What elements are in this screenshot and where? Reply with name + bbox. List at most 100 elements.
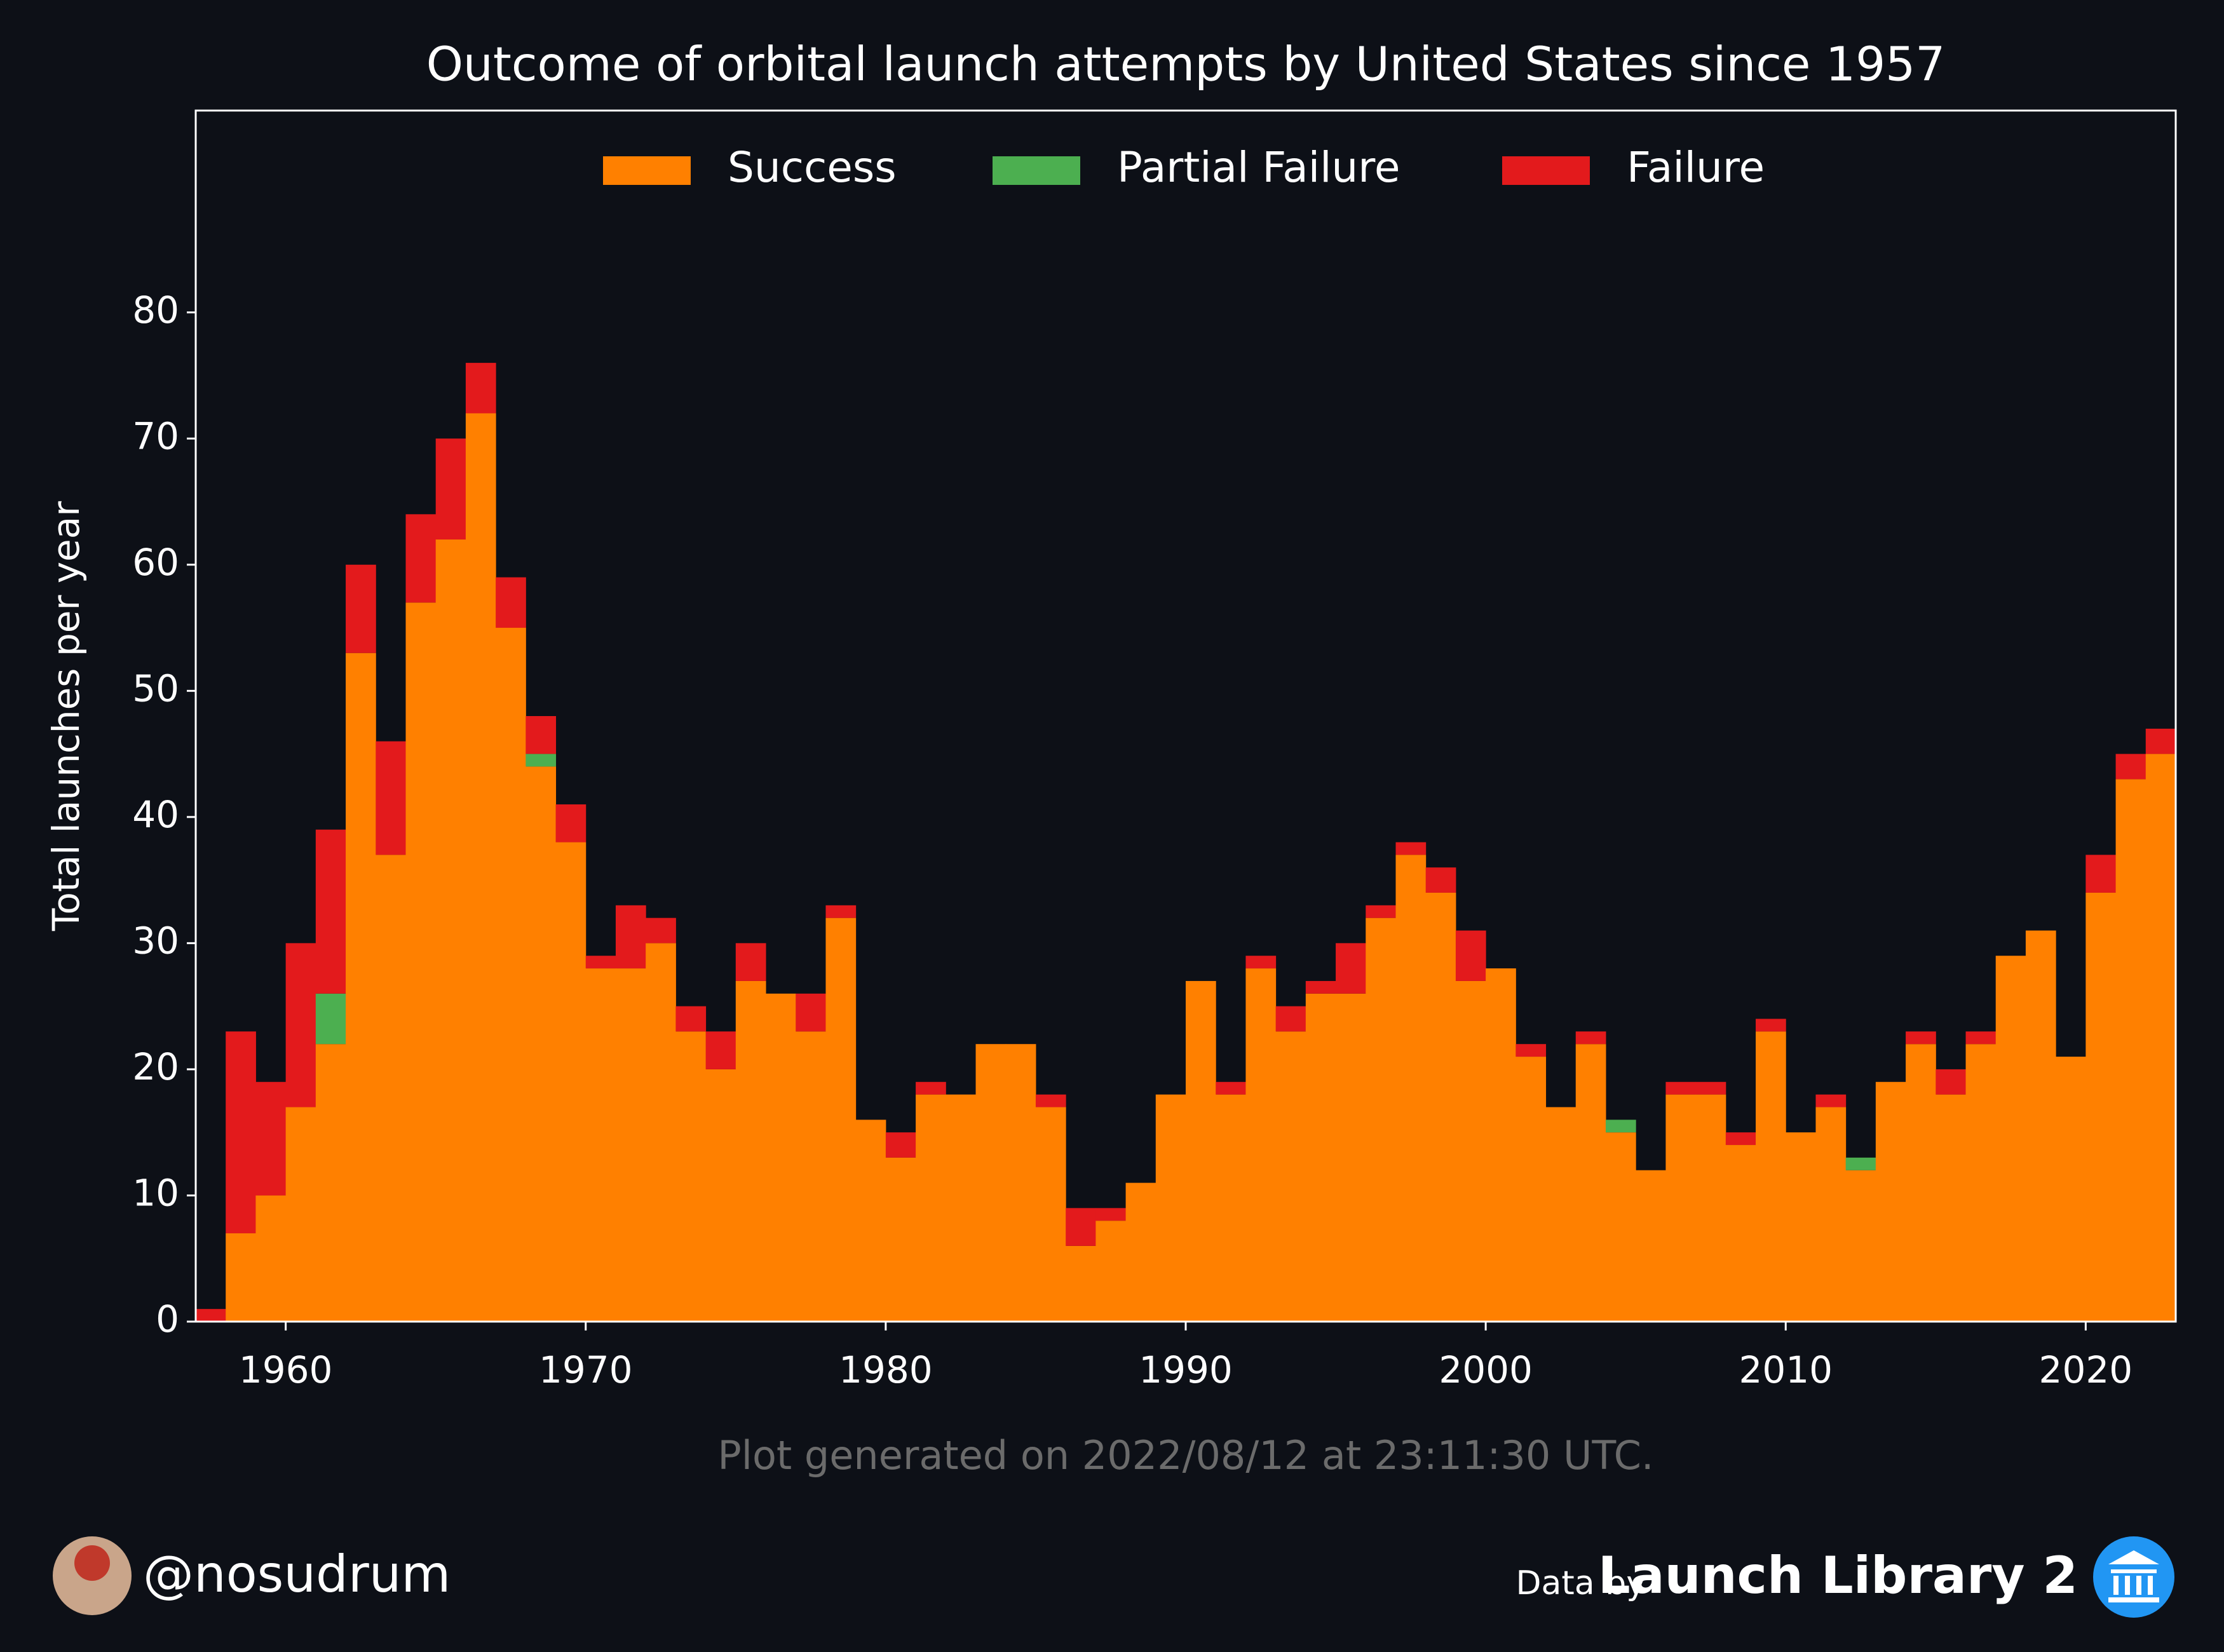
bar-segment	[315, 829, 346, 994]
bar-segment	[1275, 1031, 1306, 1322]
bar-segment	[646, 943, 676, 1322]
x-tick-label: 2000	[1439, 1348, 1533, 1391]
bar-segment	[255, 1195, 287, 1322]
bar-segment	[2056, 1057, 2086, 1322]
bar-segment	[1305, 993, 1336, 1322]
y-tick-label: 70	[132, 414, 179, 457]
y-tick-label: 10	[132, 1172, 179, 1215]
bar-segment	[1035, 1094, 1066, 1107]
bar-segment	[1845, 1170, 1876, 1322]
bar-segment	[1575, 1031, 1606, 1045]
bar-segment	[1695, 1094, 1726, 1322]
bar-segment	[675, 1031, 707, 1322]
x-tick-label: 2020	[2039, 1348, 2133, 1391]
y-tick-label: 20	[132, 1045, 179, 1088]
bar-segment	[2145, 754, 2176, 1322]
bar-segment	[585, 968, 616, 1322]
bar-segment	[1965, 1044, 1997, 1322]
bar-segment	[555, 842, 587, 1322]
bar-segment	[1906, 1031, 1936, 1045]
bar-segment	[1245, 968, 1277, 1322]
bar-segment	[226, 1233, 256, 1322]
bar-segment	[2115, 754, 2146, 780]
bar-segment	[766, 993, 796, 1322]
legend-swatch	[603, 156, 691, 185]
bar-segment	[376, 741, 406, 855]
legend-label: Failure	[1627, 143, 1765, 192]
bar-segment	[675, 1006, 707, 1032]
bar-segment	[1455, 980, 1486, 1322]
legend-swatch	[993, 156, 1080, 185]
bar-segment	[1425, 867, 1456, 893]
bar-segment	[435, 539, 466, 1322]
bar-segment	[285, 943, 316, 1107]
bar-segment	[646, 917, 676, 944]
bar-segment	[1575, 1044, 1606, 1322]
legend-swatch	[1502, 156, 1590, 185]
y-tick-label: 0	[156, 1297, 179, 1341]
bar-segment	[1936, 1094, 1967, 1322]
bar-segment	[1756, 1031, 1786, 1322]
bar-segment	[405, 602, 437, 1322]
bar-segment	[435, 438, 466, 540]
bar-segment	[525, 716, 557, 754]
bar-segment	[1216, 1081, 1246, 1095]
bar-segment	[1545, 1107, 1576, 1322]
bar-segment	[1995, 956, 2026, 1322]
bar-segment	[346, 564, 376, 653]
bar-segment	[885, 1157, 916, 1322]
bar-segment	[555, 804, 587, 843]
bar-segment	[2145, 728, 2176, 754]
y-tick-label: 40	[132, 793, 179, 836]
x-tick-label: 2010	[1739, 1348, 1833, 1391]
bar-segment	[735, 980, 766, 1322]
bar-segment	[1425, 892, 1456, 1322]
bar-segment	[405, 514, 437, 603]
bar-segment	[946, 1094, 977, 1322]
bar-segment	[1216, 1094, 1246, 1322]
bar-segment	[916, 1081, 946, 1095]
bar-segment	[1936, 1069, 1967, 1095]
bar-segment	[1725, 1145, 1756, 1322]
source: Launch Library 2	[1598, 1546, 2078, 1605]
bar-segment	[376, 855, 406, 1322]
bar-segment	[1395, 842, 1427, 855]
bar-segment	[796, 993, 826, 1032]
bar-segment	[1725, 1132, 1756, 1146]
bar-segment	[615, 968, 646, 1322]
bar-segment	[315, 1044, 346, 1322]
bar-segment	[1336, 943, 1366, 994]
source-logo-icon	[2108, 1550, 2159, 1602]
bar-segment	[1665, 1081, 1697, 1095]
bar-segment	[796, 1031, 826, 1322]
bar-segment	[1695, 1081, 1726, 1095]
bar-segment	[496, 628, 526, 1322]
bar-segment	[1035, 1107, 1066, 1322]
bar-segment	[1395, 855, 1427, 1322]
author: @nosudrum	[143, 1545, 451, 1604]
bar-segment	[1515, 1044, 1547, 1057]
bar-segment	[1636, 1170, 1666, 1322]
y-tick-label: 50	[132, 667, 179, 710]
bar-segment	[1515, 1057, 1547, 1322]
bar-segment	[346, 653, 376, 1322]
bar-segment	[855, 1120, 886, 1322]
x-tick-label: 1970	[539, 1348, 633, 1391]
x-tick-label: 1990	[1139, 1348, 1233, 1391]
bar-segment	[1965, 1031, 1997, 1045]
bar-segment	[825, 917, 857, 1322]
bar-segment	[2085, 892, 2117, 1322]
bar-segment	[525, 766, 557, 1322]
bar-segment	[1125, 1182, 1156, 1322]
bar-segment	[1005, 1044, 1036, 1322]
bar-segment	[2085, 855, 2117, 893]
avatar-figure	[74, 1545, 110, 1581]
bar-segment	[1366, 905, 1396, 918]
bar-segment	[705, 1031, 736, 1069]
bar-segment	[975, 1044, 1007, 1322]
bar-segment	[1186, 980, 1216, 1322]
bar-segment	[735, 943, 766, 981]
x-tick-label: 1960	[239, 1348, 333, 1391]
